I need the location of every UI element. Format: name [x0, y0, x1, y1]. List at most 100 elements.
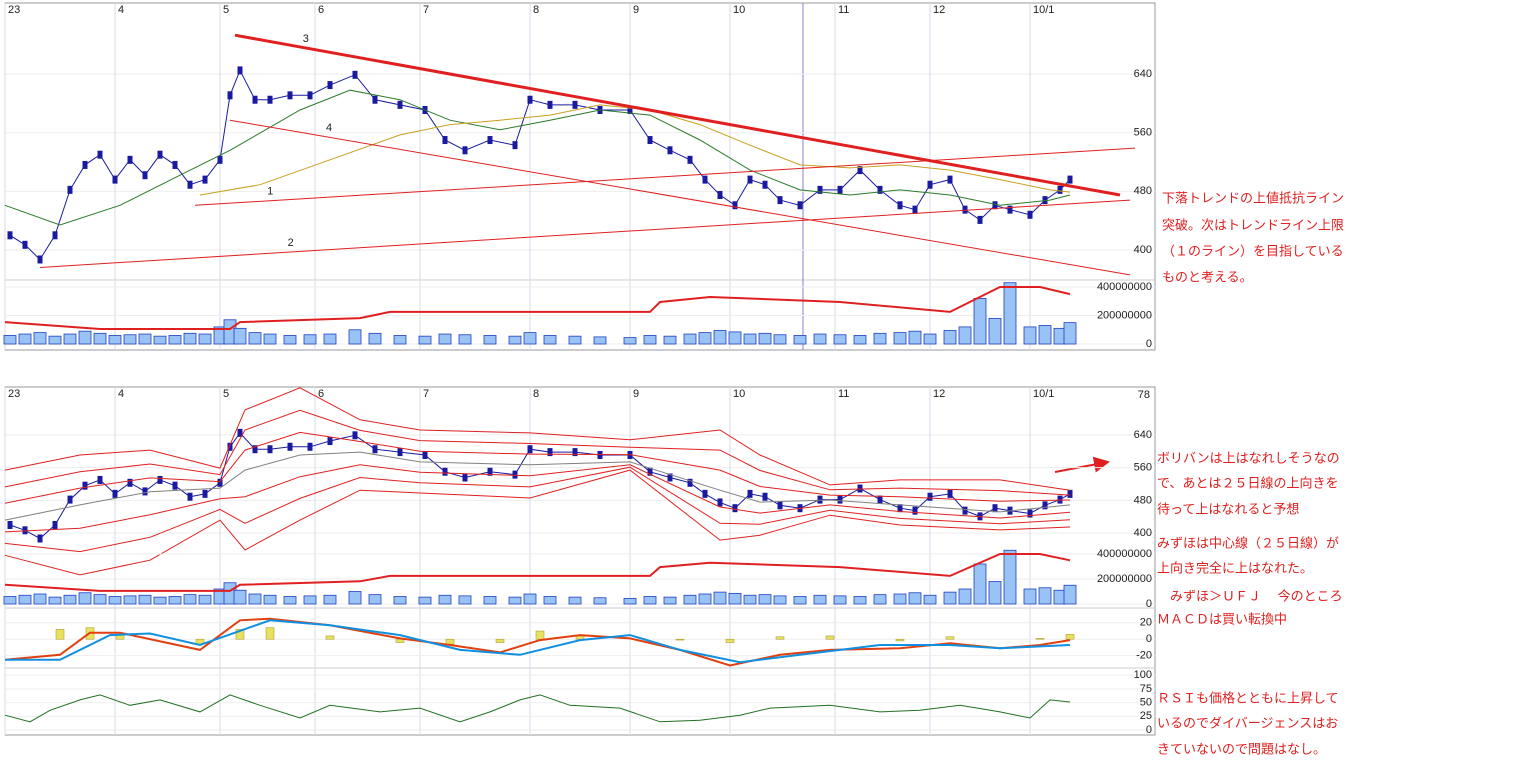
volume-bar — [623, 597, 637, 605]
candle — [462, 146, 468, 155]
volume-bar — [78, 592, 92, 605]
candle — [732, 201, 738, 210]
candle — [762, 180, 768, 189]
volume-bar — [283, 596, 297, 605]
volume-bar — [833, 595, 847, 605]
candle — [962, 506, 968, 515]
candle — [422, 450, 428, 459]
x-tick-label: 4 — [118, 4, 124, 16]
volume-bar — [853, 596, 867, 605]
volume-bar — [153, 335, 167, 345]
volume-bar — [508, 335, 522, 345]
note: みずほ＞ＵＦＪ 今のところ — [1157, 588, 1343, 603]
volume-bar — [713, 591, 727, 605]
x-tick-label: 12 — [933, 388, 945, 400]
volume-bar — [773, 595, 787, 605]
candle — [912, 205, 918, 214]
candle — [837, 495, 843, 504]
candle — [572, 448, 578, 457]
candle — [512, 470, 518, 479]
y-tick-label: 400000000 — [1097, 281, 1152, 293]
volume-bar — [758, 332, 772, 345]
volume-bar — [873, 332, 887, 345]
volume-bar — [958, 588, 972, 605]
volume-bar — [833, 334, 847, 345]
volume-bar — [743, 333, 757, 345]
candle — [217, 155, 223, 164]
volume-bar — [568, 596, 582, 605]
volume-bar — [873, 594, 887, 605]
volume-bar — [33, 593, 47, 605]
note: 突破。次はトレンドライン上限 — [1162, 217, 1344, 232]
volume-bar — [1003, 282, 1017, 345]
candle — [187, 180, 193, 189]
note: 待って上はなれると予想 — [1157, 501, 1299, 516]
candle — [157, 475, 163, 484]
candle — [912, 506, 918, 515]
trend-label: 2 — [288, 237, 294, 249]
candle — [992, 504, 998, 513]
volume-bar — [393, 335, 407, 345]
volume-bar — [683, 333, 697, 345]
volume-bar — [123, 595, 137, 605]
candle — [52, 520, 58, 529]
macd-histogram — [535, 630, 545, 640]
volume-bar — [303, 334, 317, 345]
volume-bar — [988, 317, 1002, 345]
candle — [702, 175, 708, 184]
candle — [547, 448, 553, 457]
candle — [667, 473, 673, 482]
candle — [97, 150, 103, 159]
candle — [512, 141, 518, 150]
candle — [127, 478, 133, 487]
macd-histogram — [675, 638, 685, 641]
candle — [252, 95, 258, 104]
volume-bar — [713, 330, 727, 345]
x-tick-label: 9 — [633, 4, 639, 16]
volume-bar — [758, 594, 772, 605]
x-tick-label: 6 — [318, 4, 324, 16]
x-tick-label: 7 — [423, 4, 429, 16]
y-tick-label: 480 — [1134, 185, 1152, 197]
trend-line — [194, 147, 1136, 206]
candle — [702, 489, 708, 498]
volume-bar — [728, 331, 742, 345]
volume-bar — [943, 591, 957, 605]
x-tick-label: 10/1 — [1033, 388, 1054, 400]
volume-bar — [233, 589, 247, 605]
candle — [797, 201, 803, 210]
volume-bar — [368, 332, 382, 345]
candle — [647, 136, 653, 145]
macd-histogram — [235, 629, 245, 640]
candle — [37, 534, 43, 543]
y-tick-label: 25 — [1140, 710, 1152, 722]
volume-bar — [593, 336, 607, 345]
volume-bar — [18, 333, 32, 345]
volume-bar — [793, 335, 807, 345]
volume-bar — [923, 594, 937, 605]
macd-histogram — [445, 638, 455, 645]
x-tick-label: 4 — [118, 388, 124, 400]
volume-bar — [683, 594, 697, 605]
volume-bar — [728, 592, 742, 605]
candle — [372, 95, 378, 104]
x-tick-label: 5 — [223, 4, 229, 16]
note: で、あとは２５日線の上向きを — [1157, 475, 1338, 490]
x-tick-label: 10/1 — [1033, 4, 1054, 16]
note: ＲＳＩも価格とともに上昇して — [1157, 690, 1339, 705]
volume-bar — [623, 337, 637, 345]
candle — [172, 481, 178, 490]
series-line — [199, 104, 1071, 196]
y-tick-label: 480 — [1134, 494, 1152, 506]
candle — [7, 231, 13, 240]
volume-bar — [793, 596, 807, 605]
candle — [67, 185, 73, 194]
volume-bar — [1023, 588, 1037, 605]
volume-bar — [93, 594, 107, 605]
volume-bar — [303, 595, 317, 605]
x-tick-label: 23 — [8, 4, 20, 16]
volume-bar — [323, 333, 337, 345]
candle — [142, 171, 148, 180]
candle — [267, 445, 273, 454]
